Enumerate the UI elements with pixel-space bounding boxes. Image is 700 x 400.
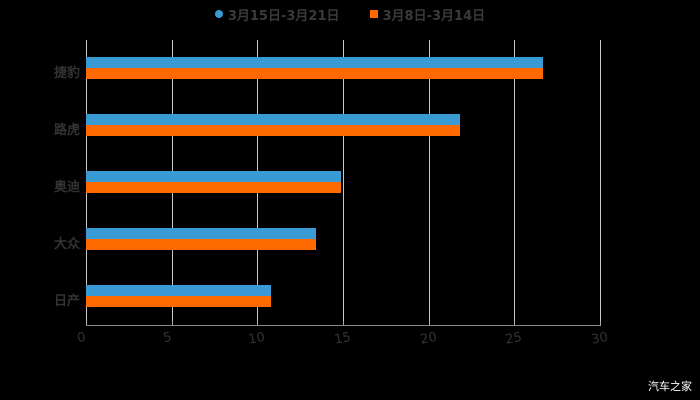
legend-label-series-1: 3月15日-3月21日 xyxy=(227,8,340,24)
category-label: 奥迪 xyxy=(53,179,80,195)
x-tick-label: 5 xyxy=(161,330,173,347)
legend-marker-series-1 xyxy=(214,10,223,18)
x-tick-label: 25 xyxy=(504,330,524,348)
gridline xyxy=(343,40,344,325)
x-tick-label: 30 xyxy=(590,330,610,348)
bar-1[interactable] xyxy=(86,284,272,296)
legend-item-series-2[interactable]: 3月8日-3月14日 xyxy=(369,5,486,24)
bar-1[interactable] xyxy=(86,170,342,182)
gridline xyxy=(514,40,516,325)
bar-2[interactable] xyxy=(86,238,316,250)
x-tick xyxy=(343,321,344,326)
bar-1[interactable] xyxy=(86,113,460,125)
bar-2[interactable] xyxy=(86,181,342,193)
x-tick-label: 15 xyxy=(333,330,353,348)
x-tick xyxy=(600,321,601,326)
legend: 3月15日-3月21日 3月8日-3月14日 xyxy=(0,4,700,24)
legend-item-series-1[interactable]: 3月15日-3月21日 xyxy=(214,5,340,24)
legend-label-series-2: 3月8日-3月14日 xyxy=(382,8,486,24)
category-label: 大众 xyxy=(53,236,80,252)
x-tick xyxy=(171,321,173,326)
watermark: 汽车之家 xyxy=(648,380,692,393)
plot-area: 0 5 10 15 20 25 30 捷豹路虎奥迪大众日产 xyxy=(54,40,609,348)
x-tick-label: 10 xyxy=(247,330,267,348)
x-tick xyxy=(257,321,259,326)
x-tick-label: 0 xyxy=(76,330,87,347)
gridline xyxy=(428,40,430,325)
bar-2[interactable] xyxy=(86,67,544,79)
legend-marker-series-2 xyxy=(369,10,378,18)
x-tick-label: 20 xyxy=(418,330,438,348)
category-label: 路虎 xyxy=(53,122,80,138)
bar-2[interactable] xyxy=(86,295,272,307)
bar-1[interactable] xyxy=(86,227,316,239)
x-tick xyxy=(428,321,430,326)
x-tick xyxy=(514,321,516,326)
gridline xyxy=(600,40,601,325)
category-label: 日产 xyxy=(53,293,80,309)
bar-1[interactable] xyxy=(86,56,544,68)
x-tick xyxy=(86,321,87,326)
category-label: 捷豹 xyxy=(53,65,80,81)
x-axis-line xyxy=(86,325,600,326)
bar-2[interactable] xyxy=(86,124,460,136)
